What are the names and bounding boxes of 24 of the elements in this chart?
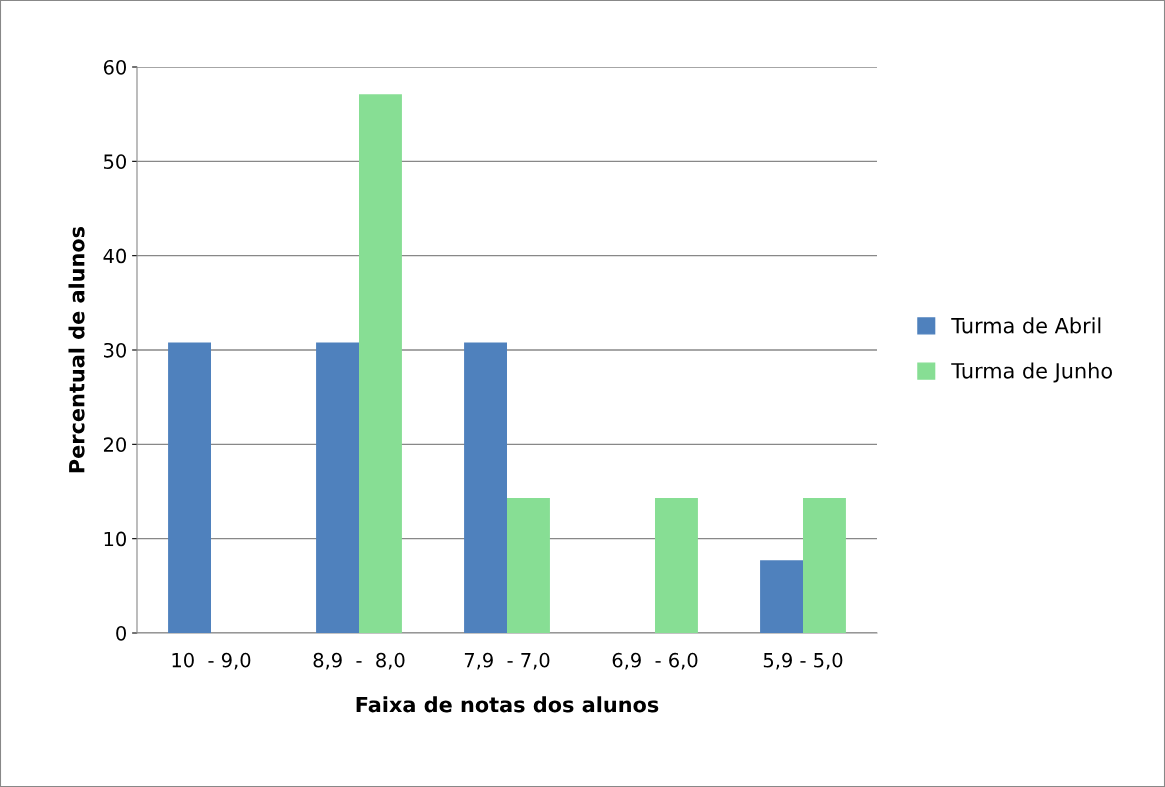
bar [655,498,698,633]
x-tick-label: 7,9 - 7,0 [464,652,550,670]
bar [316,342,359,633]
y-tick-label: 0 [116,625,126,641]
y-tick-label: 30 [104,342,126,358]
bar [359,94,402,633]
y-tick-label: 40 [103,248,126,264]
x-tick-label: 8,9 - 8,0 [313,652,405,670]
y-tick-label: 20 [103,437,126,452]
legend-label: Turma de Abril [951,317,1101,334]
x-tick-label: 5,9 - 5,0 [763,652,843,670]
y-tick-label: 10 [104,531,126,547]
y-tick-label: 50 [104,154,126,169]
bar [760,560,803,633]
y-axis-title: Percentual de alunos [68,226,85,473]
bar [507,498,550,633]
legend-label: Turma de Junho [951,362,1112,383]
x-tick-label: 10 - 9,0 [172,652,251,670]
y-tick-label: 60 [103,59,126,75]
bar [464,342,507,633]
bar [168,342,211,633]
bar [803,498,846,633]
x-axis-title: Faixa de notas dos alunos [356,696,659,713]
x-tick-label: 6,9 - 6,0 [612,652,698,670]
